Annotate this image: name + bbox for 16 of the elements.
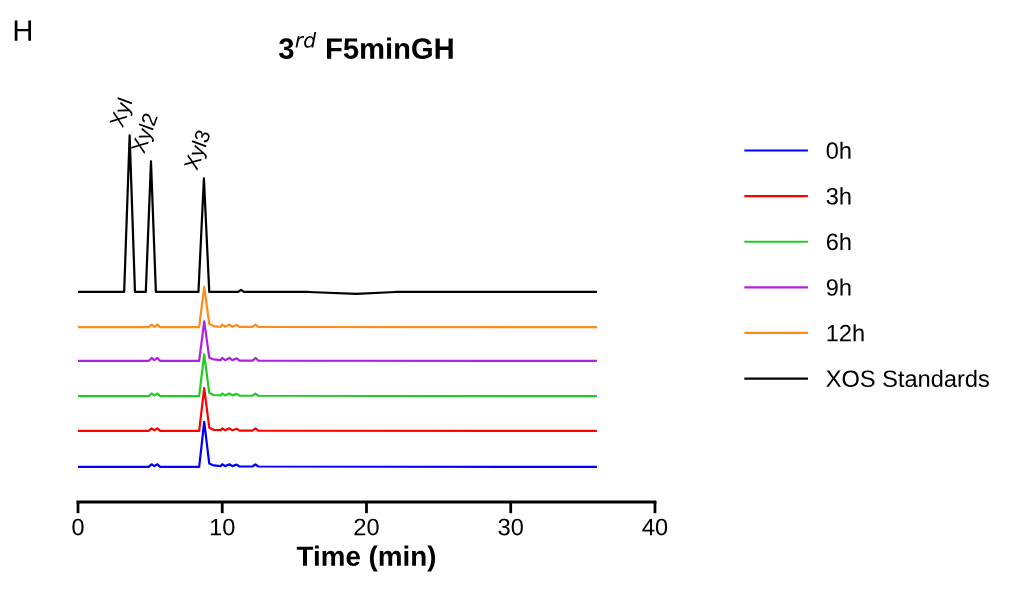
annotation: Xyl3: [183, 128, 215, 173]
chart-title: 3$^{rd}$ F5minGH: [278, 31, 453, 59]
x-tick-label: 30: [498, 518, 523, 536]
annotation: Xyl: [108, 97, 137, 130]
legend-label: 6h: [826, 232, 851, 251]
legend-label: XOS Standards: [826, 369, 989, 388]
x-tick-label: 0: [72, 518, 84, 536]
x-axis-title: Time (min): [296, 545, 436, 572]
legend-label: 0h: [826, 141, 851, 159]
legend-label: 3h: [826, 187, 851, 205]
legend-label: 12h: [827, 324, 864, 342]
text: H: [14, 20, 32, 41]
x-tick-label: 10: [210, 518, 235, 536]
x-tick-label: 40: [642, 518, 668, 536]
legend-label: 9h: [826, 278, 851, 296]
x-tick-label: 20: [354, 518, 379, 536]
